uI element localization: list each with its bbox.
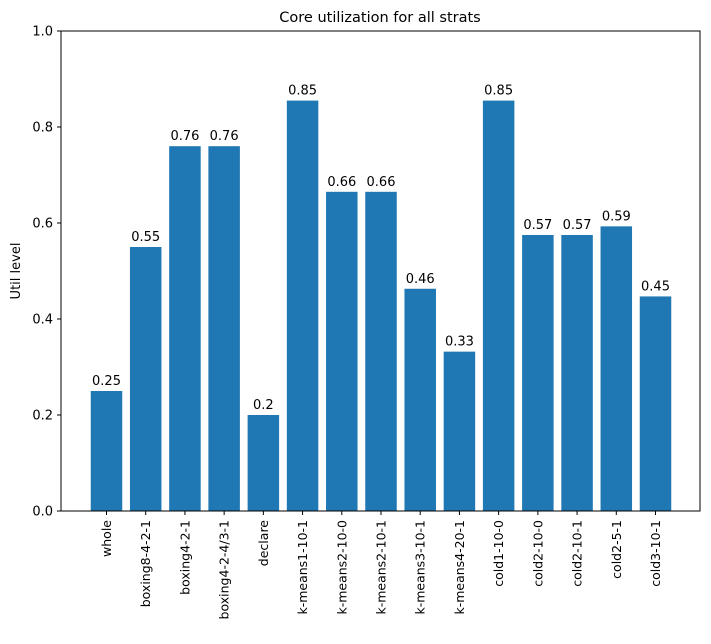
bar-14 bbox=[639, 296, 672, 511]
bar-6 bbox=[326, 191, 358, 512]
x-tick-label-6: k-means2-10-0 bbox=[334, 520, 349, 615]
bar-13 bbox=[600, 226, 633, 512]
y-tick-label-2: 0.4 bbox=[32, 313, 53, 328]
x-tick-label-7: k-means2-10-1 bbox=[374, 520, 389, 615]
bar-3 bbox=[208, 146, 240, 511]
data-labels-layer: 0.25 0.55 0.76 0.76 0.2 0.85 0.66 0.66 0.46 0.33 0… bbox=[92, 84, 670, 413]
y-tick-label-1: 0.2 bbox=[32, 409, 53, 424]
data-label-10: 0.85 bbox=[484, 84, 513, 99]
bar-2 bbox=[169, 146, 201, 511]
y-axis-label: Util level bbox=[9, 243, 24, 300]
bar-4 bbox=[247, 415, 280, 511]
x-tick-label-5: k-means1-10-1 bbox=[295, 520, 310, 615]
data-label-4: 0.2 bbox=[253, 398, 274, 413]
x-tick-label-2: boxing4-2-1 bbox=[177, 520, 192, 595]
x-tick-label-9: k-means4-20-1 bbox=[452, 520, 467, 615]
data-label-6: 0.66 bbox=[327, 175, 356, 190]
data-label-7: 0.66 bbox=[367, 175, 396, 190]
y-tick-label-0: 0.0 bbox=[32, 505, 53, 520]
bar-9 bbox=[443, 351, 476, 511]
bar-11 bbox=[522, 235, 554, 511]
data-label-5: 0.85 bbox=[288, 84, 317, 99]
data-label-0: 0.25 bbox=[92, 374, 121, 389]
bar-5 bbox=[286, 100, 319, 511]
data-label-14: 0.45 bbox=[641, 279, 670, 294]
x-tick-label-11: cold2-10-0 bbox=[530, 520, 545, 587]
y-tick-label-5: 1.0 bbox=[32, 25, 53, 40]
data-label-8: 0.46 bbox=[406, 272, 435, 287]
bars-layer bbox=[90, 100, 672, 512]
bar-8 bbox=[404, 288, 436, 511]
bar-12 bbox=[561, 235, 593, 511]
x-tick-label-4: declare bbox=[256, 520, 271, 566]
x-tick-label-13: cold2-5-1 bbox=[609, 520, 624, 579]
data-label-11: 0.57 bbox=[523, 218, 552, 233]
chart-title: Core utilization for all strats bbox=[279, 10, 480, 26]
x-tick-label-8: k-means3-10-1 bbox=[413, 520, 428, 615]
data-label-13: 0.59 bbox=[602, 209, 631, 224]
y-axis-ticks: 0.0 0.2 0.4 0.6 0.8 1.0 bbox=[32, 25, 61, 520]
x-tick-label-3: boxing4-2-4/3-1 bbox=[217, 520, 232, 619]
x-tick-label-12: cold2-10-1 bbox=[570, 520, 585, 587]
data-label-1: 0.55 bbox=[131, 230, 160, 245]
x-axis-ticks: whole boxing8-4-2-1 boxing4-2-1 boxing4-2-4… bbox=[99, 511, 663, 619]
bar-10 bbox=[482, 100, 515, 511]
bar-1 bbox=[129, 247, 162, 511]
plot-area-frame bbox=[60, 30, 701, 512]
data-label-12: 0.57 bbox=[563, 218, 592, 233]
x-tick-label-14: cold3-10-1 bbox=[648, 520, 663, 587]
y-tick-label-3: 0.6 bbox=[32, 217, 53, 232]
data-label-2: 0.76 bbox=[170, 129, 199, 144]
data-label-9: 0.33 bbox=[445, 335, 474, 350]
data-label-3: 0.76 bbox=[210, 129, 239, 144]
x-tick-label-1: boxing8-4-2-1 bbox=[138, 520, 153, 607]
bar-7 bbox=[365, 191, 397, 512]
x-tick-label-10: cold1-10-0 bbox=[491, 520, 506, 587]
y-tick-label-4: 0.8 bbox=[32, 121, 53, 136]
x-tick-label-0: whole bbox=[99, 520, 114, 557]
bar-0 bbox=[90, 391, 123, 511]
